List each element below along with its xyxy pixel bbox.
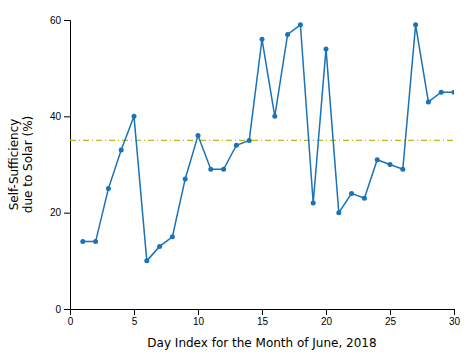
- point: [388, 162, 393, 167]
- tick: 20: [321, 309, 333, 327]
- point: [183, 176, 188, 181]
- tick-label: 20: [50, 207, 62, 218]
- y-axis-label-line: Self-Sufficiency: [7, 119, 21, 211]
- tick-mark: [134, 309, 135, 315]
- tick-label: 15: [257, 316, 269, 327]
- tick: 25: [385, 309, 397, 327]
- chart: 0 5 10 15 20 25 30 0 20 40 60 Day Index for the Mon…: [0, 0, 474, 359]
- tick: 10: [193, 309, 205, 327]
- tick-mark: [262, 309, 263, 315]
- tick-mark: [64, 20, 70, 21]
- point: [336, 210, 341, 215]
- tick-mark: [454, 309, 455, 315]
- point: [311, 201, 316, 206]
- x-axis: 0 5 10 15 20 25 30: [68, 309, 461, 327]
- point: [106, 186, 111, 191]
- point: [375, 157, 380, 162]
- tick: 20: [50, 207, 70, 218]
- point: [324, 46, 329, 51]
- tick: 30: [449, 309, 461, 327]
- tick: 5: [132, 309, 138, 327]
- tick: 40: [50, 111, 70, 122]
- tick-label: 5: [132, 316, 138, 327]
- tick-mark: [64, 116, 70, 117]
- tick: 0: [55, 304, 70, 315]
- y-axis-label: Self-Sufficiencydue to Solar (%): [7, 116, 35, 213]
- tick-label: 40: [50, 111, 62, 122]
- point: [426, 99, 431, 104]
- tick-mark: [390, 309, 391, 315]
- tick-label: 25: [385, 316, 397, 327]
- point: [170, 234, 175, 239]
- point: [144, 258, 149, 263]
- plot-area: 0 5 10 15 20 25 30 0 20 40 60: [50, 15, 461, 327]
- point: [285, 32, 290, 37]
- marks: [70, 22, 454, 263]
- tick: 0: [68, 309, 74, 327]
- x-axis-label: Day Index for the Month of June, 2018: [147, 336, 376, 350]
- tick-mark: [326, 309, 327, 315]
- y-axis-label-line: due to Solar (%): [21, 116, 35, 213]
- reference-line: [70, 140, 454, 141]
- point: [221, 167, 226, 172]
- tick: 15: [257, 309, 269, 327]
- tick-mark: [198, 309, 199, 315]
- point: [349, 191, 354, 196]
- point: [362, 196, 367, 201]
- tick-mark: [64, 213, 70, 214]
- point: [260, 37, 265, 42]
- point: [157, 244, 162, 249]
- tick-label: 60: [50, 15, 62, 26]
- axis-line: [71, 310, 455, 316]
- point: [234, 143, 239, 148]
- point: [208, 167, 213, 172]
- point: [298, 22, 303, 27]
- point: [93, 239, 98, 244]
- tick-label: 20: [321, 316, 333, 327]
- point: [119, 148, 124, 153]
- axis-line: [64, 21, 71, 310]
- point: [247, 138, 252, 143]
- point: [272, 114, 277, 119]
- tick-label: 30: [449, 316, 461, 327]
- tick-label: 0: [55, 304, 61, 315]
- tick-mark: [64, 309, 70, 310]
- tick-label: 10: [193, 316, 205, 327]
- line: [83, 25, 454, 261]
- point: [452, 90, 455, 95]
- tick: 60: [50, 15, 70, 26]
- point: [400, 167, 405, 172]
- tick-label: 0: [68, 316, 74, 327]
- point: [196, 133, 201, 138]
- point: [439, 90, 444, 95]
- y-axis: 0 20 40 60: [50, 15, 71, 315]
- point: [132, 114, 137, 119]
- point: [413, 22, 418, 27]
- point: [80, 239, 85, 244]
